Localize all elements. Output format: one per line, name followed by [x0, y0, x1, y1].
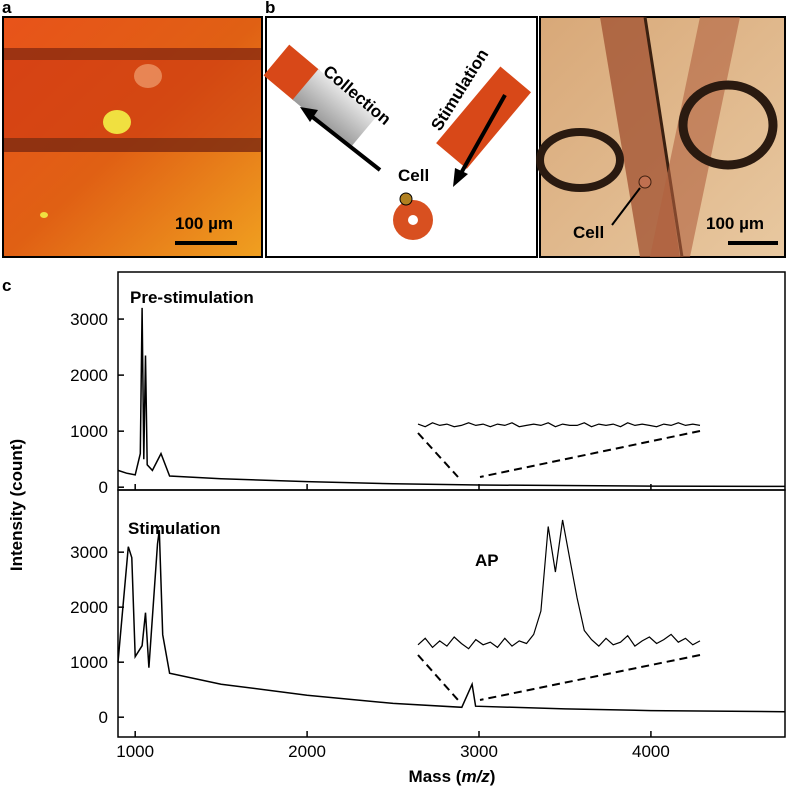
- scale-bar-label: 100 µm: [175, 214, 233, 233]
- x-tick-label: 3000: [460, 742, 498, 761]
- x-axis-title-part: Mass (: [409, 767, 462, 786]
- photo-a: [2, 16, 263, 258]
- panel-label: b: [265, 0, 275, 17]
- scale-bar-label: 100 µm: [706, 214, 764, 233]
- x-tick-label: 4000: [632, 742, 670, 761]
- y-tick-label: 0: [99, 478, 108, 497]
- photo-b: [536, 16, 786, 258]
- y-tick-label: 1000: [70, 653, 108, 672]
- cell-label: Cell: [398, 166, 429, 185]
- inset-connectors: [417, 430, 701, 701]
- x-axis-title-part: m/z: [461, 767, 490, 786]
- y-tick-label: 2000: [70, 366, 108, 385]
- panel-label: c: [2, 276, 11, 295]
- annotation: AP: [475, 551, 499, 570]
- cell-label: Cell: [573, 223, 604, 242]
- inset-spectrum: [417, 422, 701, 428]
- x-axis-title-part: ): [490, 767, 496, 786]
- spectrum: [117, 530, 786, 713]
- y-tick-label: 0: [99, 708, 108, 727]
- y-axis-title: Intensity (count): [7, 439, 26, 571]
- y-tick-label: 1000: [70, 422, 108, 441]
- plot-frame: [117, 489, 786, 738]
- panel-label: a: [2, 0, 12, 17]
- annotation: Stimulation: [128, 519, 221, 538]
- spectrum: [117, 307, 786, 488]
- diagram-b: [263, 16, 538, 258]
- y-tick-label: 3000: [70, 310, 108, 329]
- inset-spectrum: [417, 519, 701, 650]
- y-tick-label: 3000: [70, 543, 108, 562]
- y-tick-label: 2000: [70, 598, 108, 617]
- x-axis-title: Mass (m/z): [409, 767, 496, 786]
- annotation: Pre-stimulation: [130, 288, 254, 307]
- x-tick-label: 1000: [116, 742, 154, 761]
- x-tick-label: 2000: [288, 742, 326, 761]
